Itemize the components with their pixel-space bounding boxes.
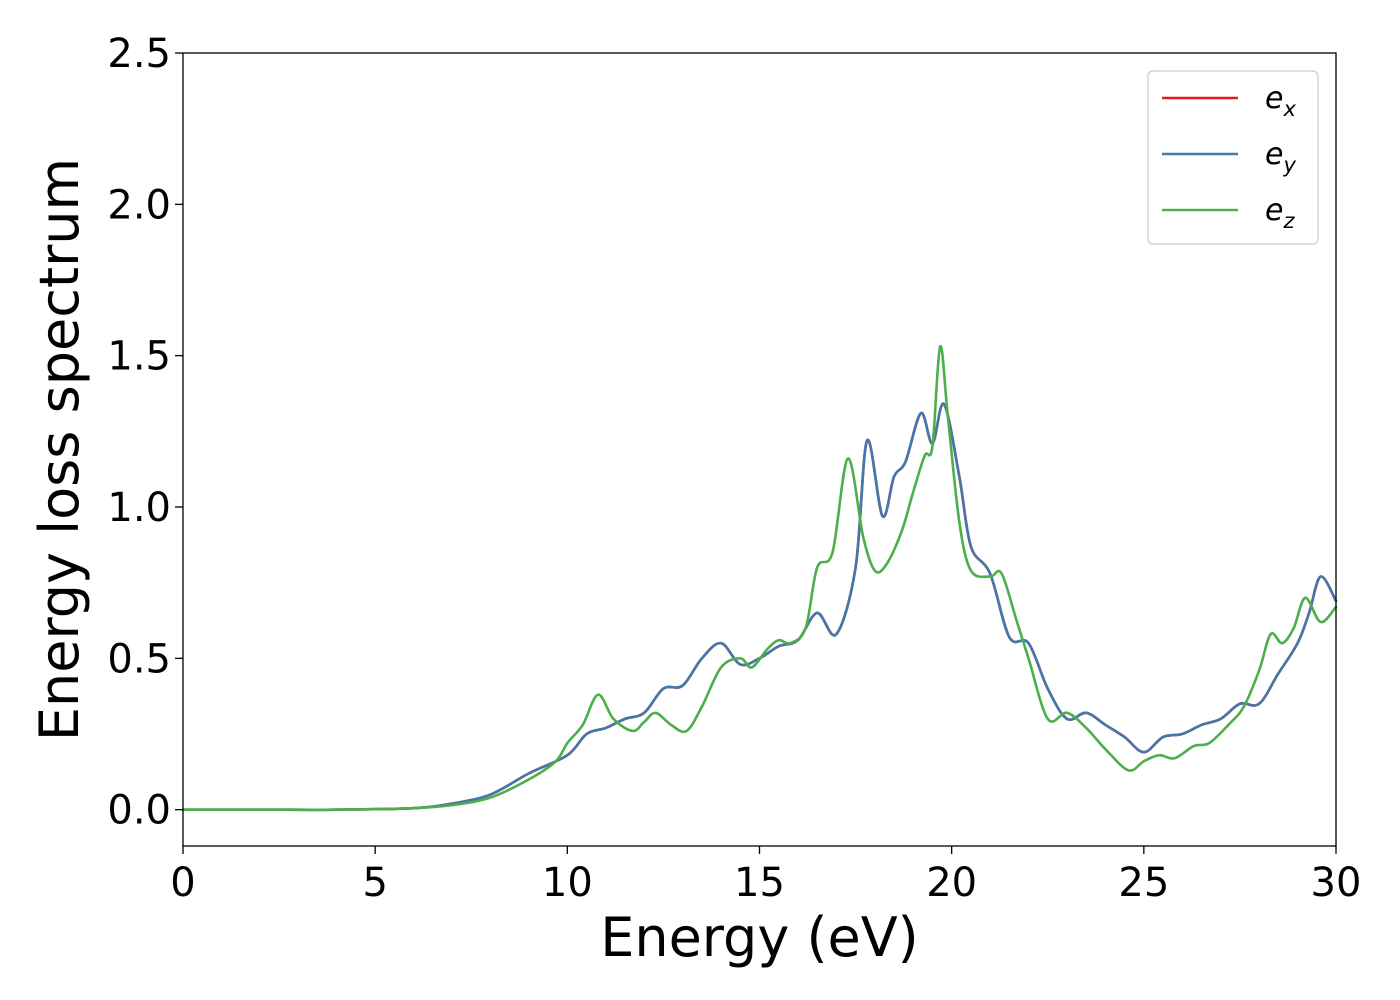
x-tick-label: 30 xyxy=(1311,860,1362,906)
legend-label-subscript: y xyxy=(1282,153,1296,177)
legend-label-main: e xyxy=(1265,193,1283,228)
x-axis: 0 5 10 15 20 25 30 xyxy=(170,846,1361,906)
legend-label-subscript: x xyxy=(1282,97,1296,121)
y-tick-label: 2.5 xyxy=(107,31,171,77)
x-tick-label: 0 xyxy=(170,860,195,906)
series-lines xyxy=(181,345,1338,812)
legend-label-e-x: ex xyxy=(1265,81,1296,121)
series-line-e-y xyxy=(181,402,1338,812)
legend-label-e-z: ez xyxy=(1265,193,1295,233)
legend-label-e-y: ey xyxy=(1265,137,1296,177)
x-tick-label: 20 xyxy=(926,860,977,906)
y-tick-label: 2.0 xyxy=(107,182,171,228)
plot-background xyxy=(183,53,1336,846)
y-tick-label: 0.0 xyxy=(107,788,171,834)
legend-label-subscript: z xyxy=(1282,209,1295,233)
y-tick-label: 1.0 xyxy=(107,485,171,531)
legend-box xyxy=(1147,70,1319,245)
x-tick-label: 25 xyxy=(1118,860,1169,906)
y-axis-title: Energy loss spectrum xyxy=(28,158,91,741)
legend-label-main: e xyxy=(1265,81,1283,116)
x-tick-label: 15 xyxy=(734,860,785,906)
y-axis: 0.0 0.5 1.0 1.5 2.0 2.5 xyxy=(107,31,183,834)
x-axis-title: Energy (eV) xyxy=(600,906,919,969)
y-tick-label: 0.5 xyxy=(107,636,171,682)
y-tick-label: 1.5 xyxy=(107,334,171,380)
legend-label-main: e xyxy=(1265,137,1283,172)
x-tick-label: 10 xyxy=(542,860,593,906)
series-line-e-z xyxy=(181,345,1338,812)
x-tick-label: 5 xyxy=(362,860,387,906)
